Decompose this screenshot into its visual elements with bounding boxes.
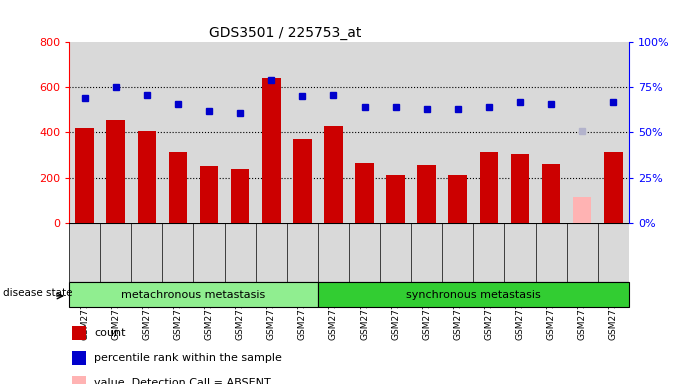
Text: disease state: disease state	[3, 288, 73, 298]
Bar	[138, 131, 156, 223]
Bar	[417, 165, 436, 223]
Bar	[69, 282, 318, 307]
Text: count: count	[94, 328, 126, 338]
Bar	[511, 154, 529, 223]
Bar	[72, 326, 86, 340]
Bar	[75, 128, 94, 223]
Text: value, Detection Call = ABSENT: value, Detection Call = ABSENT	[94, 378, 271, 384]
Bar	[169, 152, 187, 223]
Bar	[324, 126, 343, 223]
Text: GDS3501 / 225753_at: GDS3501 / 225753_at	[209, 26, 361, 40]
Bar	[318, 282, 629, 307]
Text: metachronous metastasis: metachronous metastasis	[122, 290, 265, 300]
Bar	[231, 169, 249, 223]
Bar	[262, 78, 281, 223]
Bar	[200, 166, 218, 223]
Bar	[355, 163, 374, 223]
Text: synchronous metastasis: synchronous metastasis	[406, 290, 541, 300]
Bar	[448, 175, 467, 223]
Bar	[293, 139, 312, 223]
Bar	[72, 376, 86, 384]
Bar	[542, 164, 560, 223]
Bar	[72, 351, 86, 365]
Bar	[573, 197, 591, 223]
Bar	[480, 152, 498, 223]
Bar	[604, 152, 623, 223]
Text: percentile rank within the sample: percentile rank within the sample	[94, 353, 282, 363]
Bar	[386, 175, 405, 223]
Bar	[106, 120, 125, 223]
